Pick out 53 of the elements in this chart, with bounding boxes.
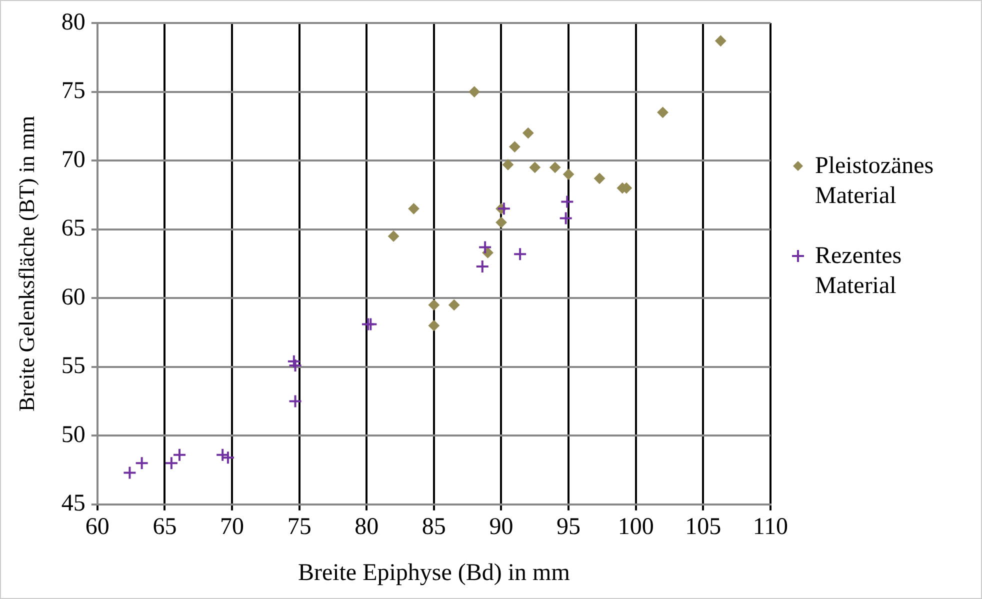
point (428, 299, 440, 310)
x-tick-label: 65 (152, 514, 177, 540)
point (560, 194, 574, 209)
x-tick-label: 60 (85, 514, 110, 540)
point (408, 203, 420, 214)
point (428, 320, 440, 332)
legend-label: Pleistozänes Material (815, 152, 935, 211)
point (448, 299, 460, 310)
point (513, 247, 528, 262)
x-tick-label: 105 (685, 514, 722, 540)
point (529, 162, 540, 173)
x-tick-label: 85 (422, 514, 446, 540)
y-tick-label: 75 (61, 78, 86, 104)
point (286, 354, 301, 368)
y-axis-title: Breite Gelenksfläche (BT) in mm (14, 116, 39, 412)
x-tick-label: 80 (354, 514, 379, 540)
point (164, 456, 178, 470)
point (388, 230, 400, 242)
point (288, 358, 302, 372)
point (172, 448, 187, 462)
x-tick-label: 90 (489, 514, 514, 540)
legend-label: Rezentes Material (815, 242, 903, 301)
point (134, 456, 149, 470)
point (522, 128, 534, 139)
y-tick-label: 65 (61, 216, 86, 242)
point (288, 394, 302, 408)
point (594, 172, 605, 184)
point (122, 466, 137, 480)
x-axis-title: Breite Epiphyse (Bd) in mm (298, 560, 570, 586)
point (475, 259, 490, 274)
y-tick-label: 60 (61, 284, 86, 310)
x-tick-label: 110 (752, 514, 788, 540)
y-tick-label: 50 (61, 422, 86, 448)
point (715, 35, 726, 46)
point (496, 216, 507, 228)
x-tick-label: 70 (220, 514, 244, 540)
point (657, 106, 668, 118)
point (509, 141, 520, 152)
x-tick-label: 75 (287, 514, 312, 540)
point (496, 202, 511, 216)
x-tick-label: 100 (618, 514, 654, 540)
point (558, 211, 573, 226)
point (478, 240, 492, 254)
point (550, 162, 561, 173)
point (563, 168, 574, 180)
y-tick-label: 55 (61, 353, 86, 380)
point (502, 159, 514, 170)
y-tick-label: 45 (61, 490, 86, 517)
y-tick-label: 80 (61, 9, 86, 36)
y-tick-label: 70 (61, 146, 86, 173)
point (364, 317, 378, 332)
point (468, 86, 480, 98)
x-tick-label: 95 (556, 514, 581, 540)
